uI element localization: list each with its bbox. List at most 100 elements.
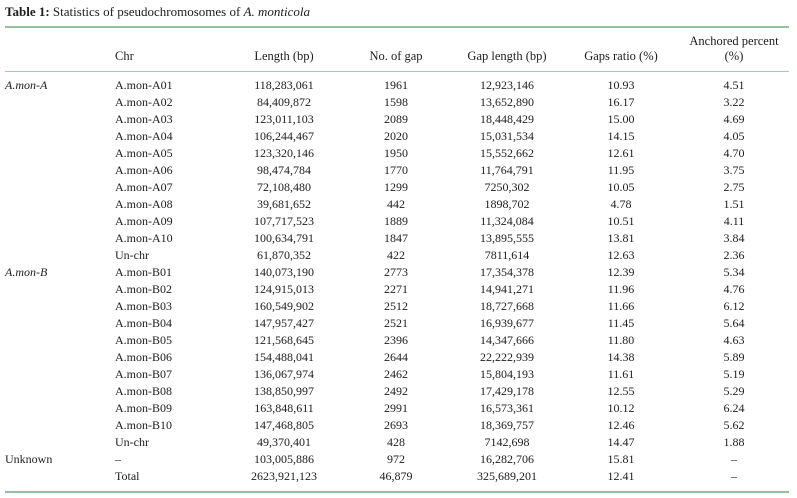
cell-section xyxy=(5,111,115,128)
cell-gaps-ratio: 12.61 xyxy=(607,146,635,160)
table-row: A.mon-B04 147,957,427 2521 16,939,677 11… xyxy=(5,315,789,332)
cell-no-gap: 422 xyxy=(387,248,405,262)
cell-gap-length: 15,552,662 xyxy=(480,146,534,160)
cell-gaps-ratio: 10.12 xyxy=(607,401,635,415)
cell-anchored: 5.64 xyxy=(723,316,745,330)
cell-gap-length: 14,347,666 xyxy=(480,333,534,347)
cell-chr: A.mon-B01 xyxy=(115,265,172,279)
cell-no-gap: 2644 xyxy=(384,350,408,364)
cell-section xyxy=(5,383,115,400)
cell-section xyxy=(5,196,115,213)
cell-chr: – xyxy=(115,452,121,466)
table-row: A.mon-A09 107,717,523 1889 11,324,084 10… xyxy=(5,213,789,230)
cell-section xyxy=(5,128,115,145)
cell-gap-length: 18,727,668 xyxy=(480,299,534,313)
cell-section xyxy=(5,230,115,247)
table-caption-text: Statistics of pseudochromosomes of xyxy=(49,4,244,19)
cell-no-gap: 1299 xyxy=(384,180,408,194)
cell-gap-length: 11,764,791 xyxy=(480,163,534,177)
table-row: A.mon-B08 138,850,997 2492 17,429,178 12… xyxy=(5,383,789,400)
cell-gap-length: 16,573,361 xyxy=(480,401,534,415)
cell-section xyxy=(5,162,115,179)
col-header-gaps-ratio: Gaps ratio (%) xyxy=(563,27,679,72)
cell-length: 138,850,997 xyxy=(254,384,314,398)
table-row: A.mon-B10 147,468,805 2693 18,369,757 12… xyxy=(5,417,789,434)
cell-gap-length: 15,804,193 xyxy=(480,367,534,381)
cell-anchored: 4.70 xyxy=(723,146,745,160)
cell-anchored: 4.76 xyxy=(723,282,745,296)
cell-gaps-ratio: 13.81 xyxy=(607,231,635,245)
cell-gaps-ratio: 12.63 xyxy=(607,248,635,262)
cell-gap-length: 17,429,178 xyxy=(480,384,534,398)
cell-no-gap: 442 xyxy=(387,197,405,211)
cell-no-gap: 2521 xyxy=(384,316,408,330)
cell-gaps-ratio: 11.96 xyxy=(607,282,635,296)
cell-anchored: 5.29 xyxy=(723,384,745,398)
cell-no-gap: 1770 xyxy=(384,163,408,177)
cell-length: 98,474,784 xyxy=(257,163,311,177)
table-row: A.mon-B03 160,549,902 2512 18,727,668 11… xyxy=(5,298,789,315)
cell-no-gap: 428 xyxy=(387,435,405,449)
cell-anchored: 4.69 xyxy=(723,112,745,126)
cell-gap-length: 7811,614 xyxy=(484,248,530,262)
cell-chr: A.mon-A06 xyxy=(115,163,173,177)
cell-anchored: 4.63 xyxy=(723,333,745,347)
cell-anchored: 3.84 xyxy=(723,231,745,245)
cell-no-gap: 2020 xyxy=(384,129,408,143)
cell-gap-length: 16,282,706 xyxy=(480,452,534,466)
cell-anchored: 4.05 xyxy=(723,129,745,143)
cell-length: 160,549,902 xyxy=(254,299,314,313)
table-row: A.mon-A07 72,108,480 1299 7250,302 10.05… xyxy=(5,179,789,196)
table-row: A.mon-A08 39,681,652 442 1898,702 4.78 1… xyxy=(5,196,789,213)
cell-anchored: 1.51 xyxy=(723,197,745,211)
cell-length: 100,634,791 xyxy=(254,231,314,245)
cell-gap-length: 12,923,146 xyxy=(480,78,534,92)
table-row: A.mon-B A.mon-B01 140,073,190 2773 17,35… xyxy=(5,264,789,281)
cell-gap-length: 17,354,378 xyxy=(480,265,534,279)
cell-chr: A.mon-B10 xyxy=(115,418,172,432)
cell-section: A.mon-A xyxy=(5,78,48,92)
cell-chr: A.mon-A01 xyxy=(115,78,173,92)
cell-anchored: 2.75 xyxy=(723,180,745,194)
cell-gap-length: 13,652,890 xyxy=(480,95,534,109)
cell-section xyxy=(5,400,115,417)
cell-gaps-ratio: 11.66 xyxy=(607,299,635,313)
cell-no-gap: 46,879 xyxy=(379,469,413,483)
cell-gaps-ratio: 11.61 xyxy=(607,367,635,381)
table-row: A.mon-A03 123,011,103 2089 18,448,429 15… xyxy=(5,111,789,128)
cell-section xyxy=(5,349,115,366)
cell-chr: A.mon-A08 xyxy=(115,197,173,211)
cell-length: 72,108,480 xyxy=(257,180,311,194)
table-row: A.mon-B09 163,848,611 2991 16,573,361 10… xyxy=(5,400,789,417)
cell-chr: A.mon-B03 xyxy=(115,299,172,313)
table-row: A.mon-B02 124,915,013 2271 14,941,271 11… xyxy=(5,281,789,298)
cell-section xyxy=(5,94,115,111)
col-header-length: Length (bp) xyxy=(227,27,341,72)
cell-section xyxy=(5,434,115,451)
cell-no-gap: 1950 xyxy=(384,146,408,160)
cell-length: 2623,921,123 xyxy=(251,469,317,483)
table-caption-species: A. monticola xyxy=(243,4,311,19)
cell-anchored: 3.75 xyxy=(723,163,745,177)
cell-no-gap: 1961 xyxy=(384,78,408,92)
cell-section xyxy=(5,179,115,196)
header-row: Chr Length (bp) No. of gap Gap length (b… xyxy=(5,27,789,72)
cell-length: 163,848,611 xyxy=(254,401,314,415)
cell-chr: A.mon-B08 xyxy=(115,384,172,398)
col-header-anchored: Anchored percent (%) xyxy=(679,27,789,72)
table-row: A.mon-A10 100,634,791 1847 13,895,555 13… xyxy=(5,230,789,247)
table-row: Total 2623,921,123 46,879 325,689,201 12… xyxy=(5,468,789,492)
cell-length: 124,915,013 xyxy=(254,282,314,296)
table-row: A.mon-A05 123,320,146 1950 15,552,662 12… xyxy=(5,145,789,162)
cell-length: 103,005,886 xyxy=(254,452,314,466)
cell-gaps-ratio: 15.00 xyxy=(607,112,635,126)
cell-section xyxy=(5,366,115,383)
cell-section xyxy=(5,298,115,315)
col-header-chr: Chr xyxy=(115,27,227,72)
cell-chr: A.mon-A05 xyxy=(115,146,173,160)
cell-chr: A.mon-B04 xyxy=(115,316,172,330)
col-header-section xyxy=(5,27,115,72)
table-row: Un-chr 49,370,401 428 7142,698 14.47 1.8… xyxy=(5,434,789,451)
cell-length: 39,681,652 xyxy=(257,197,311,211)
